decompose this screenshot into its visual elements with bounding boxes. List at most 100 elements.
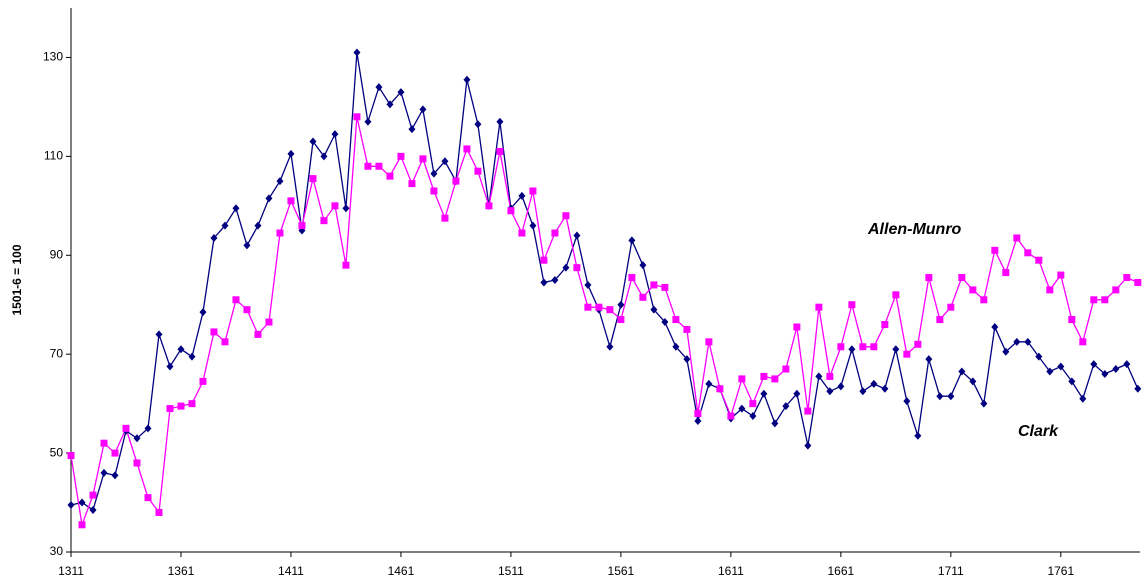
marker [463, 75, 471, 84]
x-tick-label: 1561 [608, 564, 635, 578]
marker [364, 117, 372, 126]
marker [672, 342, 680, 351]
x-tick-label: 1511 [498, 564, 524, 578]
marker [210, 328, 218, 336]
marker [309, 175, 317, 183]
marker [485, 202, 493, 210]
marker [958, 274, 966, 282]
marker [1035, 256, 1043, 264]
marker [870, 343, 878, 351]
marker [430, 169, 438, 178]
marker [914, 340, 922, 348]
marker [595, 303, 603, 311]
marker [650, 281, 658, 289]
x-tick-label: 1661 [828, 564, 855, 578]
y-tick-label: 110 [44, 149, 63, 163]
marker [540, 278, 548, 287]
marker [254, 330, 262, 338]
marker [364, 162, 372, 170]
marker [683, 325, 691, 333]
marker [265, 194, 273, 203]
marker [1046, 367, 1054, 376]
marker [133, 434, 141, 443]
marker [287, 197, 295, 205]
marker [243, 241, 251, 250]
marker [441, 214, 449, 222]
marker [133, 459, 141, 467]
marker [606, 342, 614, 351]
marker [980, 296, 988, 304]
marker [903, 350, 911, 358]
marker [1057, 362, 1065, 371]
marker [1079, 394, 1087, 403]
marker [155, 330, 163, 339]
marker [892, 345, 900, 354]
y-tick-label: 130 [43, 50, 63, 64]
x-tick-label: 1411 [278, 564, 304, 578]
marker [397, 88, 405, 97]
marker [936, 392, 944, 401]
marker [859, 387, 867, 396]
marker [848, 345, 856, 354]
marker [199, 308, 207, 317]
marker [408, 180, 416, 188]
marker [914, 431, 922, 440]
marker [232, 296, 240, 304]
marker [111, 449, 119, 457]
marker [188, 352, 196, 361]
marker [232, 204, 240, 213]
series-label: Clark [1018, 423, 1059, 440]
marker [320, 152, 328, 161]
marker [342, 204, 350, 213]
marker [309, 137, 317, 146]
marker [408, 125, 416, 134]
marker [265, 318, 273, 326]
marker [276, 229, 284, 237]
marker [936, 316, 944, 324]
marker [782, 365, 790, 373]
marker [100, 468, 108, 477]
marker [331, 130, 339, 139]
marker [529, 221, 537, 230]
marker [782, 402, 790, 411]
marker [386, 100, 394, 109]
marker [815, 372, 823, 381]
marker [837, 343, 845, 351]
marker [991, 246, 999, 254]
marker [254, 221, 262, 230]
marker [749, 400, 757, 408]
marker [903, 397, 911, 406]
marker [584, 303, 592, 311]
marker [518, 229, 526, 237]
marker [848, 301, 856, 309]
marker [419, 155, 427, 163]
marker [925, 355, 933, 364]
marker [815, 303, 823, 311]
marker [1057, 271, 1065, 279]
marker [562, 263, 570, 272]
y-tick-label: 50 [50, 445, 64, 459]
marker [958, 367, 966, 376]
marker [1134, 384, 1142, 393]
marker [397, 152, 405, 160]
marker [760, 389, 768, 398]
marker [760, 372, 768, 380]
x-tick-label: 1611 [718, 564, 744, 578]
marker [804, 441, 812, 450]
marker [463, 145, 471, 153]
marker [122, 424, 130, 432]
x-tick-label: 1711 [938, 564, 964, 578]
marker [353, 48, 361, 57]
marker [1002, 269, 1010, 277]
marker [826, 387, 834, 396]
marker [991, 322, 999, 331]
x-tick-label: 1461 [388, 564, 415, 578]
marker [166, 362, 174, 371]
marker [1035, 352, 1043, 361]
marker [947, 392, 955, 401]
marker [793, 323, 801, 331]
marker [155, 508, 163, 516]
marker [1090, 360, 1098, 369]
marker [650, 305, 658, 314]
marker [1101, 296, 1109, 304]
